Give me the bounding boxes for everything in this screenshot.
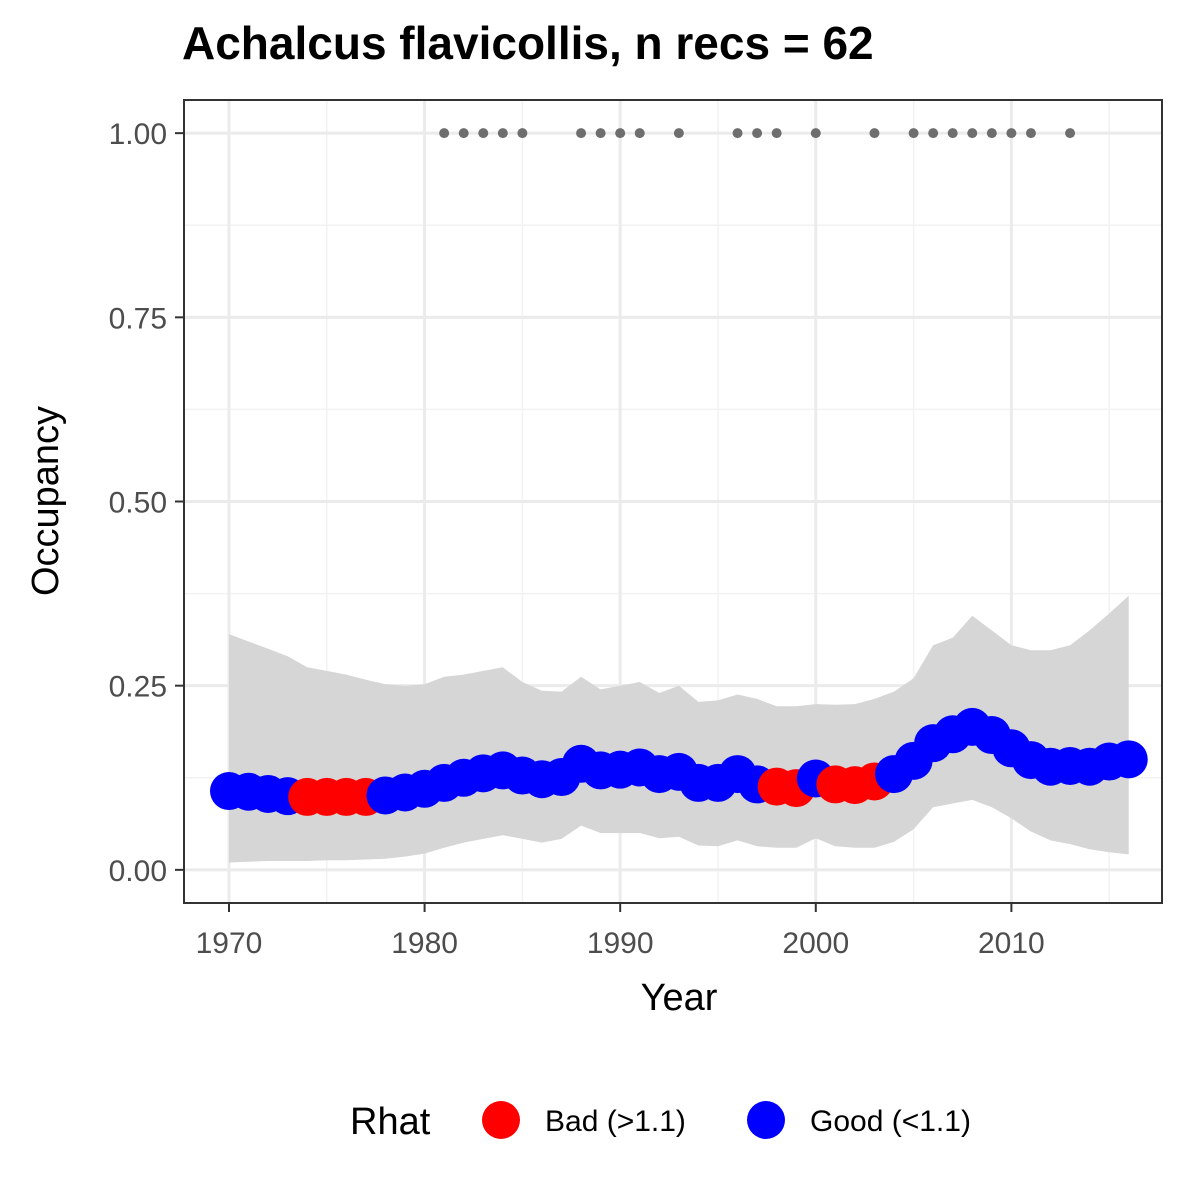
x-tick-label: 1970: [196, 927, 263, 960]
record-point: [673, 128, 684, 139]
x-tick-label: 2000: [782, 927, 849, 960]
record-point: [947, 128, 958, 139]
record-point: [634, 128, 645, 139]
y-axis-title: Occupancy: [25, 406, 67, 596]
record-point: [615, 128, 626, 139]
record-point: [732, 128, 743, 139]
record-point: [928, 128, 939, 139]
record-point: [967, 128, 978, 139]
y-tick-label: 0.50: [109, 487, 167, 520]
record-points-layer: [439, 128, 1076, 139]
legend: Rhat Bad (>1.1) Good (<1.1): [350, 1101, 971, 1143]
record-point: [771, 128, 782, 139]
y-tick-label: 0.75: [109, 302, 167, 335]
record-point: [517, 128, 528, 139]
record-point: [595, 128, 606, 139]
y-tick-label: 1.00: [109, 118, 167, 151]
legend-label-bad: Bad (>1.1): [545, 1105, 686, 1138]
record-point: [1006, 128, 1017, 139]
x-axis-title: Year: [641, 977, 718, 1019]
record-point: [752, 128, 763, 139]
y-axis: 0.00 0.25 0.50 0.75 1.00: [109, 118, 184, 888]
record-point: [458, 128, 469, 139]
legend-label-good: Good (<1.1): [810, 1105, 971, 1138]
record-point: [1025, 128, 1036, 139]
occupancy-points-layer: [209, 707, 1148, 816]
record-point: [810, 128, 821, 139]
record-point: [478, 128, 489, 139]
legend-key-good: [747, 1101, 785, 1139]
y-tick-label: 0.25: [109, 671, 167, 704]
occupancy-point-good: [1109, 740, 1148, 779]
legend-key-bad: [482, 1101, 520, 1139]
record-point: [986, 128, 997, 139]
record-point: [908, 128, 919, 139]
record-point: [1065, 128, 1076, 139]
x-axis: 1970 1980 1990 2000 2010: [196, 903, 1045, 960]
x-tick-label: 1990: [587, 927, 654, 960]
x-tick-label: 1980: [391, 927, 458, 960]
record-point: [576, 128, 587, 139]
record-point: [497, 128, 508, 139]
y-tick-label: 0.00: [109, 855, 167, 888]
chart-title: Achalcus flavicollis, n recs = 62: [182, 17, 874, 69]
record-point: [439, 128, 450, 139]
x-tick-label: 2010: [978, 927, 1045, 960]
legend-title: Rhat: [350, 1101, 431, 1143]
record-point: [869, 128, 880, 139]
